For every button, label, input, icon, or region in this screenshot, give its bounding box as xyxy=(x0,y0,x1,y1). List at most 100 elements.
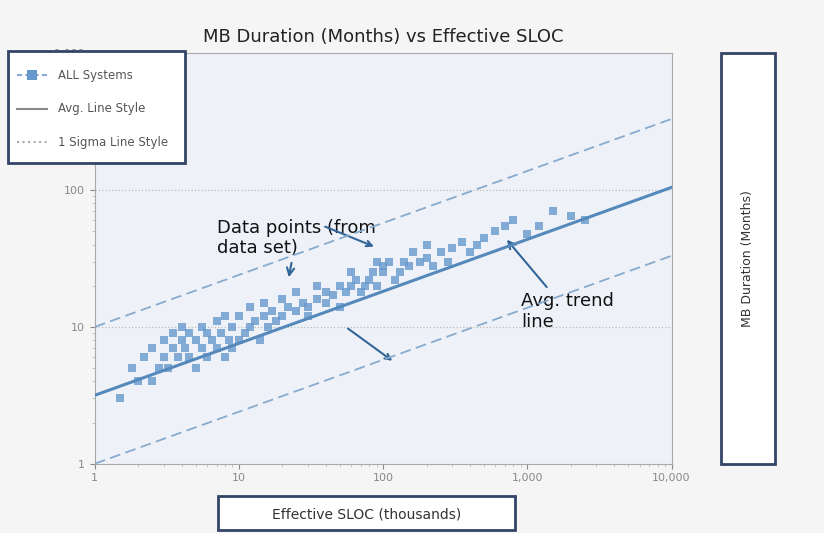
Text: ALL Systems: ALL Systems xyxy=(58,69,133,82)
Text: Data points (from
data set): Data points (from data set) xyxy=(217,219,376,275)
Point xyxy=(471,240,484,249)
Point xyxy=(157,353,170,361)
Point xyxy=(290,307,303,316)
Point xyxy=(157,336,170,344)
Point xyxy=(282,303,295,311)
Point xyxy=(152,364,166,373)
Point xyxy=(477,233,490,242)
Point xyxy=(377,268,390,277)
Point xyxy=(578,216,592,225)
Point xyxy=(499,221,512,230)
Point xyxy=(319,298,332,307)
Point xyxy=(367,268,380,277)
Point xyxy=(249,317,262,326)
Point xyxy=(370,281,383,290)
Point xyxy=(182,329,195,337)
Point xyxy=(222,336,236,344)
FancyBboxPatch shape xyxy=(8,51,185,163)
Point xyxy=(125,364,138,373)
Point xyxy=(393,268,406,277)
Point xyxy=(564,212,578,220)
Point xyxy=(301,312,314,320)
Point xyxy=(311,295,324,303)
FancyBboxPatch shape xyxy=(218,496,515,530)
Point xyxy=(489,227,502,236)
Point xyxy=(455,237,468,246)
Point xyxy=(445,244,458,252)
Point xyxy=(344,268,358,277)
Point xyxy=(238,329,251,337)
Point xyxy=(276,295,289,303)
Point xyxy=(301,303,314,311)
Point xyxy=(166,329,180,337)
Point xyxy=(354,288,368,296)
Text: Effective SLOC (thousands): Effective SLOC (thousands) xyxy=(272,508,461,522)
Point xyxy=(333,281,346,290)
Point xyxy=(226,322,239,331)
Point xyxy=(175,336,188,344)
Point xyxy=(171,353,185,361)
Point xyxy=(398,257,411,266)
Point xyxy=(146,344,159,352)
Point xyxy=(195,322,208,331)
Point xyxy=(441,257,454,266)
Point xyxy=(326,291,339,300)
Point xyxy=(189,364,202,373)
Point xyxy=(189,336,202,344)
Point xyxy=(232,336,246,344)
Point xyxy=(377,262,390,270)
Point xyxy=(218,353,232,361)
Point xyxy=(276,312,289,320)
Point xyxy=(232,312,246,320)
Point xyxy=(244,303,257,311)
Point xyxy=(311,281,324,290)
Point xyxy=(463,248,476,257)
Point xyxy=(205,336,218,344)
Point xyxy=(344,281,358,290)
Point xyxy=(166,344,180,352)
Text: Avg. Line Style: Avg. Line Style xyxy=(58,102,145,115)
Point xyxy=(195,344,208,352)
Point xyxy=(200,353,213,361)
Point xyxy=(146,377,159,385)
Point xyxy=(265,307,279,316)
Point xyxy=(262,322,275,331)
Point xyxy=(319,288,332,296)
Point xyxy=(414,257,427,266)
FancyBboxPatch shape xyxy=(721,53,775,464)
Point xyxy=(406,248,419,257)
Point xyxy=(178,344,191,352)
Point xyxy=(420,254,433,262)
Point xyxy=(210,344,223,352)
Point xyxy=(161,364,174,373)
Point xyxy=(363,276,376,284)
Point xyxy=(182,353,195,361)
Point xyxy=(258,298,271,307)
Point xyxy=(132,377,145,385)
Point xyxy=(244,322,257,331)
Point xyxy=(175,322,188,331)
Point xyxy=(426,262,439,270)
Title: MB Duration (Months) vs Effective SLOC: MB Duration (Months) vs Effective SLOC xyxy=(203,28,564,46)
Point xyxy=(333,303,346,311)
Point xyxy=(339,288,353,296)
Point xyxy=(507,216,520,225)
Text: MB Duration (Months): MB Duration (Months) xyxy=(742,190,754,327)
Point xyxy=(114,394,127,403)
Point xyxy=(370,257,383,266)
Point xyxy=(349,276,363,284)
Text: 1 Sigma Line Style: 1 Sigma Line Style xyxy=(58,136,168,149)
Point xyxy=(226,344,239,352)
Point xyxy=(546,207,559,215)
Point xyxy=(420,240,433,249)
Point xyxy=(269,317,283,326)
Point xyxy=(200,329,213,337)
Text: Avg. trend
line: Avg. trend line xyxy=(508,241,614,331)
Point xyxy=(214,329,227,337)
Point xyxy=(358,281,372,290)
Point xyxy=(290,288,303,296)
Point xyxy=(434,248,447,257)
Point xyxy=(402,262,415,270)
Point xyxy=(218,312,232,320)
Point xyxy=(382,257,396,266)
